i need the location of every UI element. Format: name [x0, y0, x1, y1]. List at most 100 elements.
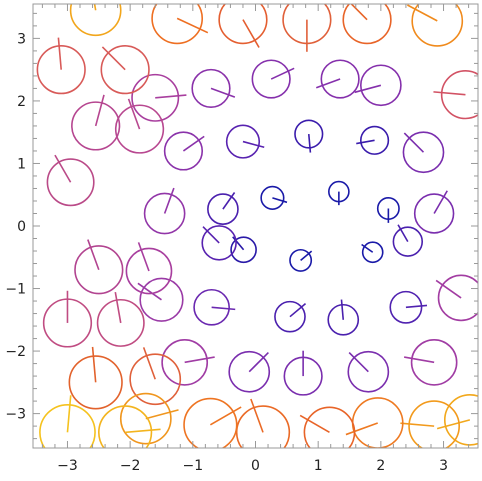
data-point-54 [235, 398, 291, 448]
point-circle-45 [218, 4, 268, 45]
point-circle-28 [161, 338, 209, 386]
plot-frame [32, 3, 479, 449]
point-direction-29 [403, 356, 435, 364]
point-circle-4 [289, 248, 313, 272]
data-point-43 [68, 346, 123, 410]
point-direction-48 [407, 4, 438, 22]
point-direction-11 [289, 303, 307, 318]
x-tick-label: 1 [314, 458, 323, 474]
y-tick-label: 1 [17, 156, 26, 172]
point-direction-4 [300, 250, 313, 262]
point-circle-29 [410, 338, 458, 386]
data-point-21 [354, 64, 402, 107]
point-circle-13 [225, 124, 261, 159]
point-direction-55 [209, 406, 242, 426]
point-direction-30 [435, 279, 462, 299]
point-circle-35 [114, 104, 165, 154]
data-point-30 [435, 274, 478, 322]
point-circle-14 [201, 225, 237, 261]
point-circle-56 [119, 392, 172, 445]
point-direction-32 [137, 242, 150, 272]
data-point-56 [119, 392, 179, 445]
point-direction-42 [142, 347, 156, 380]
x-tick-label: 2 [376, 458, 385, 474]
data-point-42 [129, 347, 182, 406]
data-point-2 [376, 197, 400, 223]
point-direction-7 [356, 139, 375, 145]
point-direction-49 [93, 4, 97, 11]
point-direction-8 [397, 224, 409, 243]
point-circle-33 [74, 245, 124, 295]
point-direction-50 [436, 419, 471, 430]
data-layer [36, 4, 478, 448]
point-circle-20 [402, 131, 445, 174]
point-circle-9 [389, 290, 423, 324]
data-point-28 [161, 338, 215, 386]
point-direction-39 [433, 91, 466, 96]
y-axis-ticks [33, 12, 478, 440]
data-point-41 [100, 45, 150, 95]
data-point-5 [230, 236, 257, 264]
data-point-48 [407, 4, 464, 47]
point-direction-58 [66, 395, 72, 433]
point-circle-3 [361, 241, 384, 264]
data-point-51 [400, 400, 460, 448]
data-point-4 [289, 248, 313, 272]
point-circle-58 [39, 403, 96, 448]
point-circle-12 [207, 193, 239, 225]
data-point-31 [131, 73, 187, 122]
data-point-6 [294, 119, 324, 153]
data-point-50 [436, 393, 478, 446]
point-direction-15 [211, 306, 236, 311]
data-point-10 [327, 299, 360, 336]
point-circle-18 [347, 350, 390, 393]
x-tick-label: −1 [183, 458, 204, 474]
point-circle-24 [191, 68, 231, 109]
point-direction-51 [400, 422, 435, 427]
point-circle-25 [163, 131, 204, 171]
point-direction-24 [210, 87, 236, 98]
data-point-12 [207, 192, 239, 225]
data-point-36 [46, 154, 95, 207]
data-point-46 [342, 4, 392, 45]
point-direction-53 [299, 414, 330, 434]
data-point-15 [193, 288, 236, 326]
y-tick-label: −3 [5, 407, 26, 423]
point-direction-54 [250, 398, 264, 433]
point-direction-9 [405, 304, 428, 309]
x-axis-ticks [41, 4, 470, 448]
data-point-23 [251, 59, 295, 99]
point-direction-23 [270, 67, 295, 80]
point-direction-56 [145, 409, 179, 420]
point-circle-32 [125, 247, 173, 295]
point-direction-47 [176, 17, 209, 34]
point-circle-30 [437, 274, 478, 322]
data-point-9 [389, 290, 428, 324]
point-direction-34 [94, 94, 105, 127]
point-direction-0 [272, 197, 288, 204]
y-tick-label: −2 [5, 344, 26, 360]
point-direction-22 [315, 78, 341, 89]
point-direction-25 [182, 135, 205, 152]
point-circle-53 [303, 406, 356, 448]
point-circle-40 [36, 45, 86, 95]
point-direction-10 [340, 299, 345, 320]
x-tick-label: 0 [251, 458, 260, 474]
x-tick-label: −2 [120, 458, 141, 474]
point-direction-5 [232, 236, 245, 251]
point-direction-38 [114, 291, 122, 324]
data-point-14 [201, 225, 237, 261]
data-point-55 [183, 397, 242, 448]
point-direction-57 [125, 428, 161, 434]
point-circle-17 [228, 350, 271, 393]
data-point-8 [392, 224, 424, 257]
data-point-0 [260, 185, 288, 210]
point-direction-13 [242, 140, 265, 149]
data-point-40 [36, 37, 86, 95]
y-tick-label: −1 [5, 282, 26, 298]
point-circle-55 [183, 397, 238, 448]
data-point-27 [137, 277, 184, 322]
point-circle-47 [151, 4, 204, 45]
point-circle-43 [68, 355, 123, 410]
point-circle-49 [69, 4, 122, 37]
